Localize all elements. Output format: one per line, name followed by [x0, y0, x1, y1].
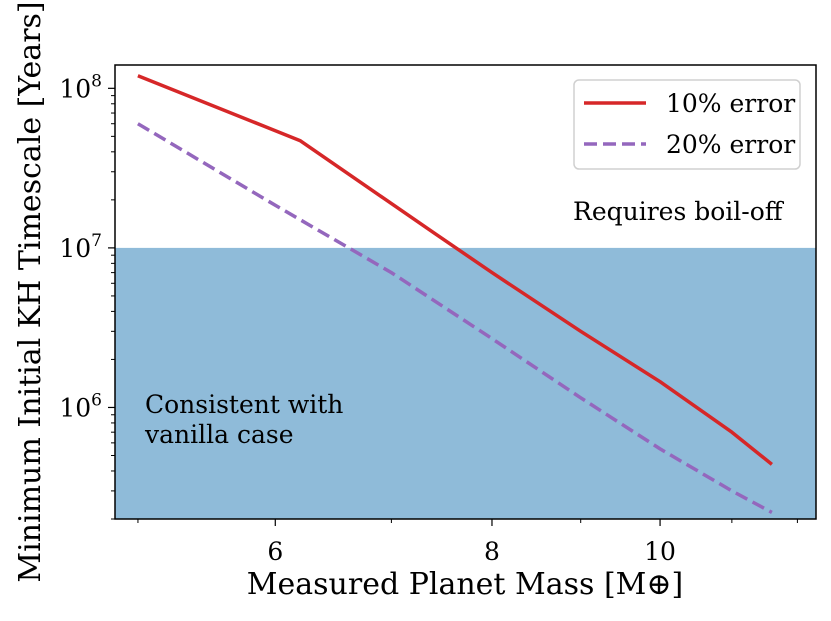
y-tick-label-exponent: 7 — [91, 231, 102, 251]
y-tick-label-2: 108 — [59, 71, 102, 103]
y-tick-label-base: 10 — [59, 393, 91, 422]
y-tick-label-exponent: 6 — [91, 390, 102, 410]
shaded-region-vanilla — [115, 247, 816, 520]
series-line-0 — [137, 74, 773, 466]
annotation-vanilla-case: vanilla case — [144, 420, 294, 449]
axes-layer — [114, 64, 817, 520]
y-axis-label: Minimum Initial KH Timescale [Years] — [13, 1, 48, 582]
annotation-requires-boil-off: Requires boil-off — [573, 197, 785, 226]
x-tick-label-2: 10 — [644, 537, 676, 566]
annotation-consistent-with: Consistent with — [145, 390, 343, 419]
y-tick-label-1: 107 — [59, 231, 102, 263]
shaded-region-layer — [115, 247, 816, 520]
x-tick-label-0: 6 — [267, 537, 283, 566]
legend: 10% error 20% error — [573, 79, 801, 170]
plot-frame — [114, 64, 817, 520]
legend-label-20-percent: 20% error — [666, 130, 795, 159]
y-tick-label-0: 106 — [59, 390, 102, 422]
y-tick-label-base: 10 — [59, 74, 91, 103]
legend-label-10-percent: 10% error — [666, 89, 795, 118]
series-layer — [137, 74, 773, 514]
x-axis-label: Measured Planet Mass [M⊕] — [247, 567, 683, 602]
series-line-1 — [137, 122, 773, 514]
y-tick-label-base: 10 — [59, 234, 91, 263]
y-tick-label-exponent: 8 — [91, 71, 102, 91]
x-tick-label-1: 8 — [484, 537, 500, 566]
